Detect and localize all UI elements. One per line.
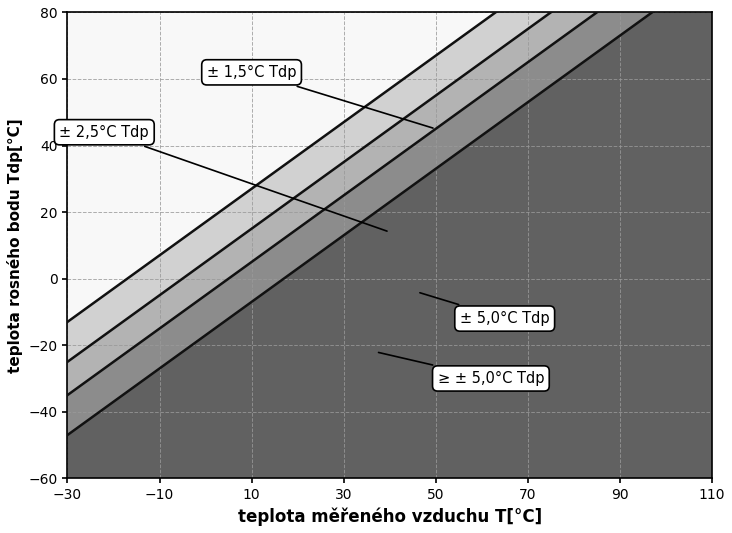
Text: ± 1,5°C Tdp: ± 1,5°C Tdp [207, 65, 433, 128]
Text: ± 2,5°C Tdp: ± 2,5°C Tdp [59, 125, 387, 231]
Y-axis label: teplota rosného bodu Tdp[°C]: teplota rosného bodu Tdp[°C] [7, 118, 23, 373]
Text: ≥ ± 5,0°C Tdp: ≥ ± 5,0°C Tdp [378, 352, 544, 386]
X-axis label: teplota měřeného vzduchu T[°C]: teplota měřeného vzduchu T[°C] [238, 507, 542, 526]
Text: ± 5,0°C Tdp: ± 5,0°C Tdp [420, 293, 550, 326]
